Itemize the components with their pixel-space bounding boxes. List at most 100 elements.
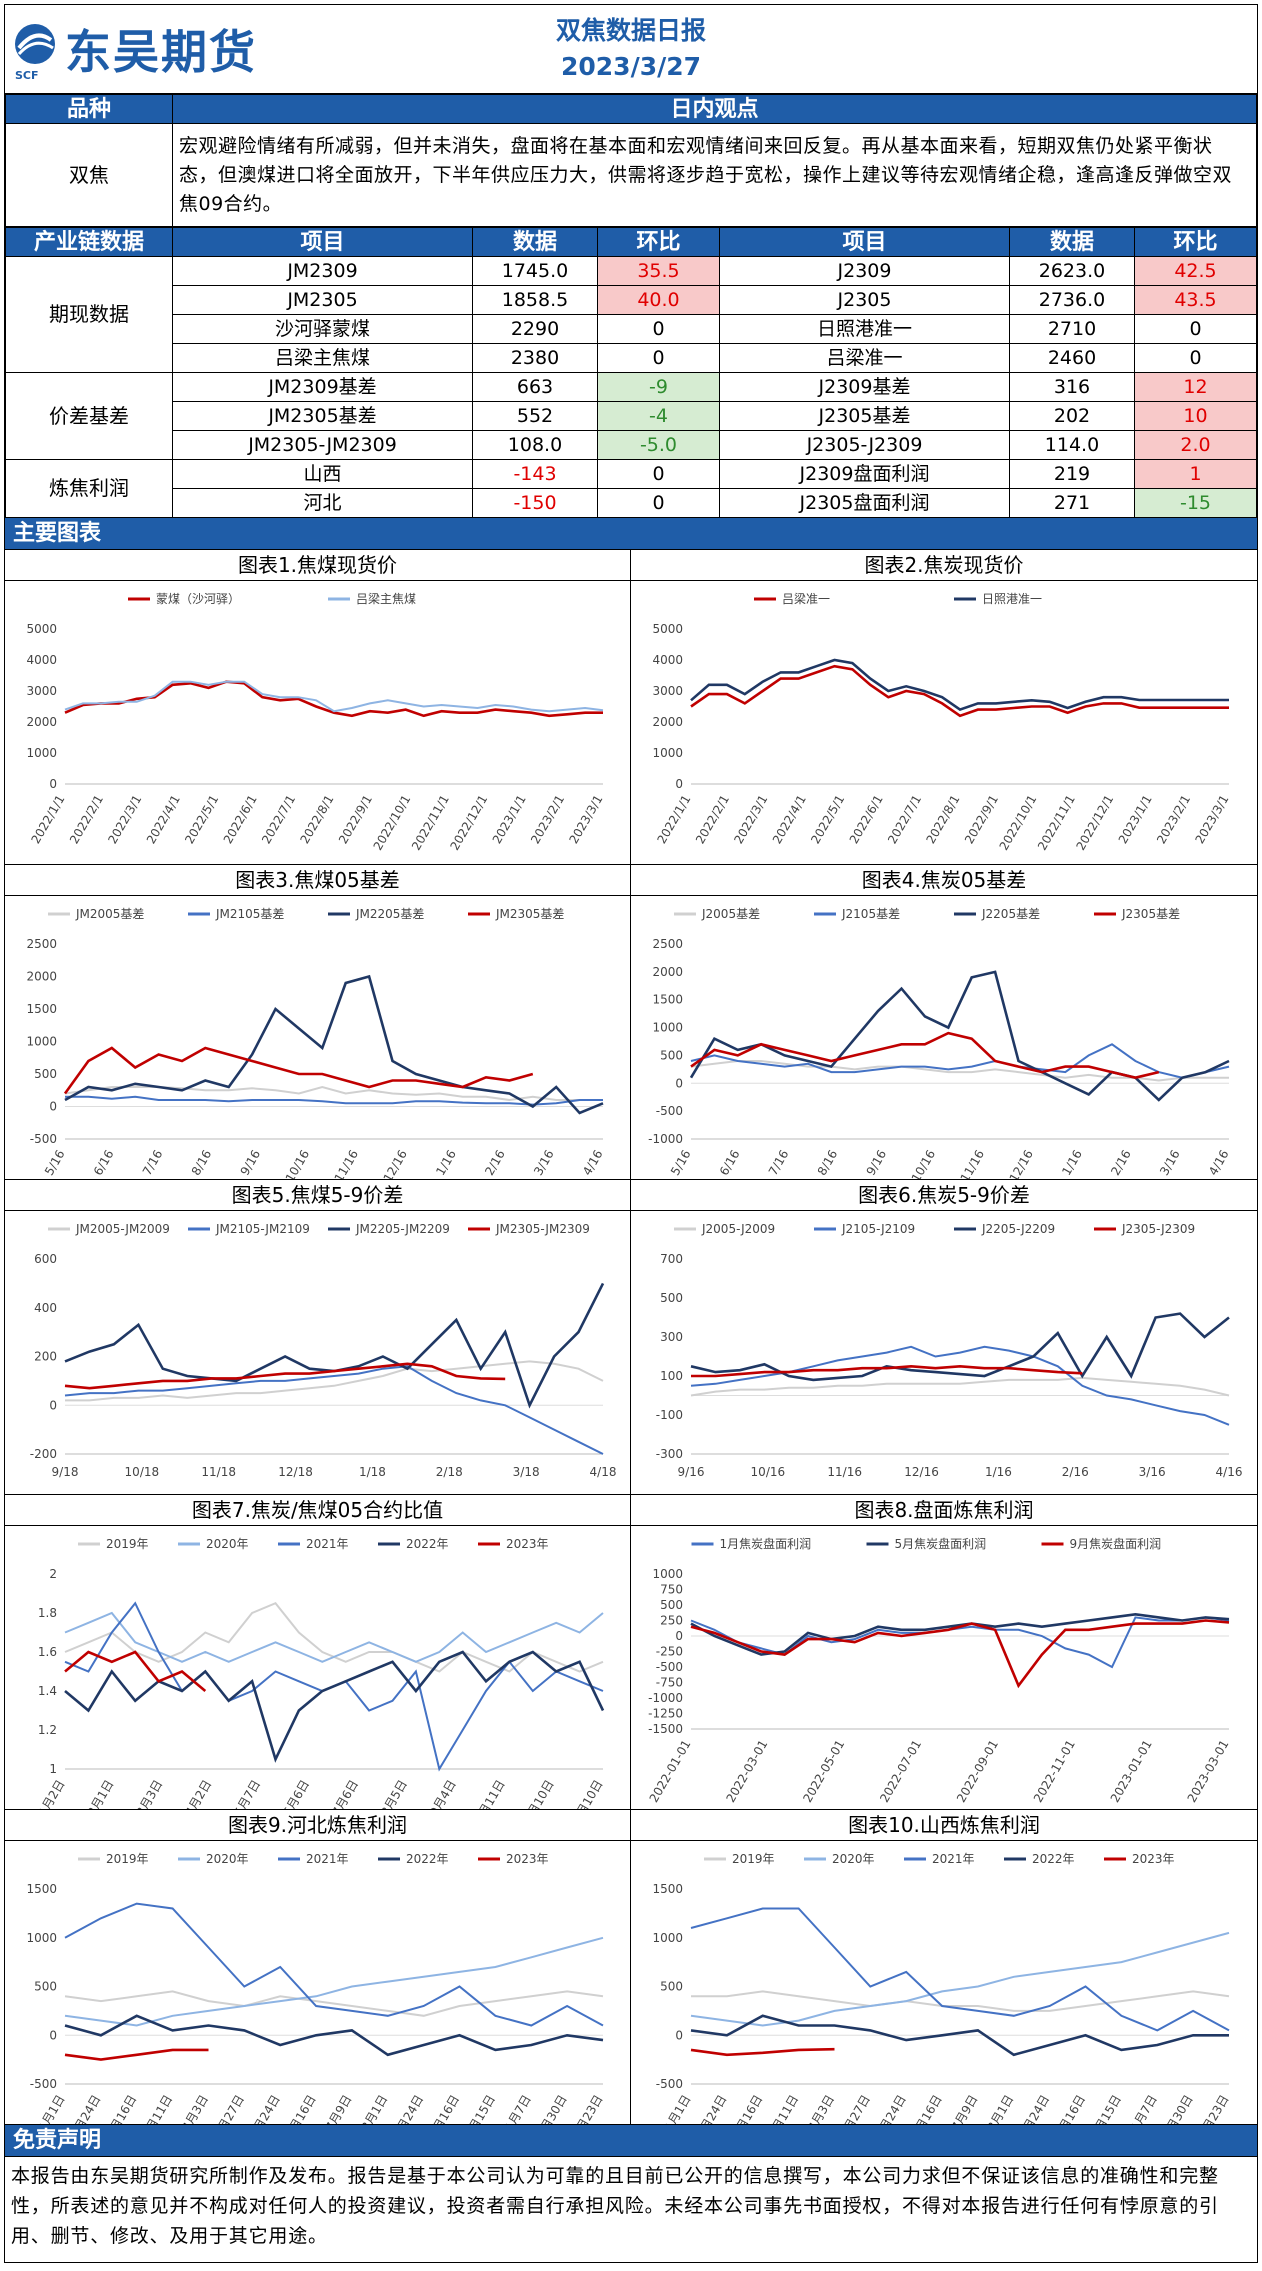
legend-label: J2205基差 [981, 907, 1040, 921]
right-value: 316 [1009, 372, 1135, 402]
x-tick-label: 10/18 [125, 1465, 160, 1479]
chart-title: 图表6.焦炭5-9价差 [631, 1180, 1257, 1211]
x-tick-label: 4月27日 [837, 2093, 873, 2125]
chart-c1: 图表1.焦煤现货价 蒙煤（沙河驿） 吕梁主焦煤 5000 4000 3000 2000 100… [5, 550, 631, 864]
legend-label: 日照港准一 [982, 592, 1042, 606]
data-row: 价差基差 JM2309基差 663 -9 J2309基差 316 12 [5, 372, 1257, 460]
series-line [690, 1612, 1230, 1656]
right-item: J2309盘面利润 [719, 459, 1010, 489]
x-tick-label: 3/16 [531, 1148, 557, 1178]
x-tick-label: 3/16 [1139, 1465, 1166, 1479]
x-tick-label: 2022/3/1 [105, 793, 144, 847]
x-tick-label: 8/16 [189, 1148, 215, 1178]
y-tick-label: -300 [656, 1447, 683, 1461]
left-value: 2380 [472, 343, 598, 373]
left-change: -9 [597, 372, 720, 402]
y-tick-label: 500 [660, 1291, 683, 1305]
left-value: 663 [472, 372, 598, 402]
data-row: 炼焦利润 山西 -143 0 J2309盘面利润 219 1 [5, 459, 1257, 518]
left-value: 2290 [472, 314, 598, 344]
right-value: 2710 [1009, 314, 1135, 344]
legend-label: JM2205基差 [355, 907, 424, 921]
legend-label: 吕梁准一 [782, 591, 830, 606]
series-line [65, 1360, 604, 1402]
chart-svg: 2019年 2020年 2021年 2022年 2023年21.81.61.41.211… [36, 1537, 606, 1810]
y-tick-label: 200 [34, 1350, 57, 1364]
right-value: 202 [1009, 401, 1135, 431]
series-line [64, 2048, 209, 2061]
series-line [64, 2014, 604, 2057]
chart-svg: J2005-J2009 J2105-J2109 J2205-J2209 J2305-J… [656, 1222, 1243, 1479]
y-tick-label: 0 [675, 1629, 683, 1643]
x-tick-label: 2022/11/1 [409, 793, 452, 853]
legend-label: 2023年 [506, 1852, 549, 1866]
left-value: 552 [472, 401, 598, 431]
y-tick-label: 500 [34, 1067, 57, 1081]
x-tick-label: 2022-09-01 [954, 1738, 1001, 1805]
series-line [65, 1095, 603, 1106]
x-tick-label: 8月1日 [985, 2093, 1017, 2125]
right-value: 114.0 [1009, 430, 1135, 460]
right-change: 0 [1134, 314, 1257, 344]
scf-logo-icon [15, 24, 55, 64]
x-tick-label: 11月30日 [530, 2093, 569, 2125]
y-tick-label: 0 [675, 1076, 683, 1090]
x-tick-label: 8月1日 [359, 2093, 391, 2125]
right-value: 2623.0 [1009, 256, 1135, 286]
x-tick-label: 10月11日 [468, 1778, 507, 1810]
series-line [64, 1611, 604, 1663]
legend-label: JM2105-JM2109 [215, 1222, 310, 1236]
x-tick-label: 11/18 [201, 1465, 236, 1479]
series-line [691, 1990, 1230, 2012]
right-change: 42.5 [1134, 256, 1257, 286]
x-tick-label: 2月16日 [104, 2093, 140, 2125]
x-tick-label: 11月7日 [498, 2093, 534, 2125]
x-tick-label: 6月6日 [280, 1778, 312, 1810]
data-header-5: 数据 [1009, 227, 1135, 257]
x-tick-label: 2022/5/1 [182, 793, 221, 847]
x-tick-label: 5月24日 [247, 2093, 283, 2125]
x-tick-label: 7/16 [766, 1148, 792, 1178]
legend-label: J2105-J2109 [841, 1222, 915, 1236]
x-tick-label: 7/16 [140, 1148, 166, 1178]
data-header-1: 项目 [172, 227, 473, 257]
x-tick-label: 3/16 [1157, 1148, 1183, 1178]
chart-title: 图表7.焦炭/焦煤05合约比值 [5, 1495, 630, 1526]
y-tick-label: 0 [49, 777, 57, 791]
product-col-header: 品种 [5, 94, 173, 124]
x-tick-label: 11/16 [958, 1148, 987, 1180]
y-tick-label: 1.4 [38, 1684, 57, 1698]
x-tick-label: 12/18 [278, 1465, 313, 1479]
left-item: 河北 [172, 488, 473, 518]
y-tick-label: 1.2 [38, 1723, 57, 1737]
y-tick-label: 5000 [26, 622, 57, 636]
legend-label: J2005基差 [701, 907, 760, 921]
x-tick-label: 6月16日 [283, 2093, 319, 2125]
chart-svg: JM2005-JM2009 JM2105-JM2109 JM2205-JM2209 J… [30, 1222, 617, 1479]
series-line [690, 2014, 1229, 2057]
legend-label: 5月焦炭盘面利润 [895, 1536, 987, 1551]
disclaimer-title: 免责声明 [5, 2125, 1257, 2157]
series-line [690, 2047, 835, 2057]
y-tick-label: 700 [660, 1252, 683, 1266]
y-tick-label: -500 [30, 1132, 57, 1146]
right-change: -15 [1134, 488, 1257, 518]
legend-label: 9月焦炭盘面利润 [1070, 1536, 1162, 1551]
x-tick-label: 2022-03-01 [723, 1738, 770, 1805]
x-tick-label: 12/16 [381, 1148, 410, 1180]
y-tick-label: 3000 [652, 684, 683, 698]
y-tick-label: -250 [656, 1645, 683, 1659]
y-tick-label: 100 [660, 1369, 683, 1383]
y-tick-label: 1500 [26, 1882, 57, 1896]
y-tick-label: 2000 [26, 970, 57, 984]
right-change: 43.5 [1134, 285, 1257, 315]
y-tick-label: 2000 [652, 965, 683, 979]
y-tick-label: 1000 [652, 1567, 683, 1581]
x-tick-label: 5月24日 [873, 2093, 909, 2125]
y-tick-label: -500 [656, 1660, 683, 1674]
company-name: 东吴期货 [65, 25, 257, 79]
y-tick-label: -1000 [648, 1132, 683, 1146]
left-item: JM2305基差 [172, 401, 473, 431]
series-line [690, 1907, 1230, 2032]
